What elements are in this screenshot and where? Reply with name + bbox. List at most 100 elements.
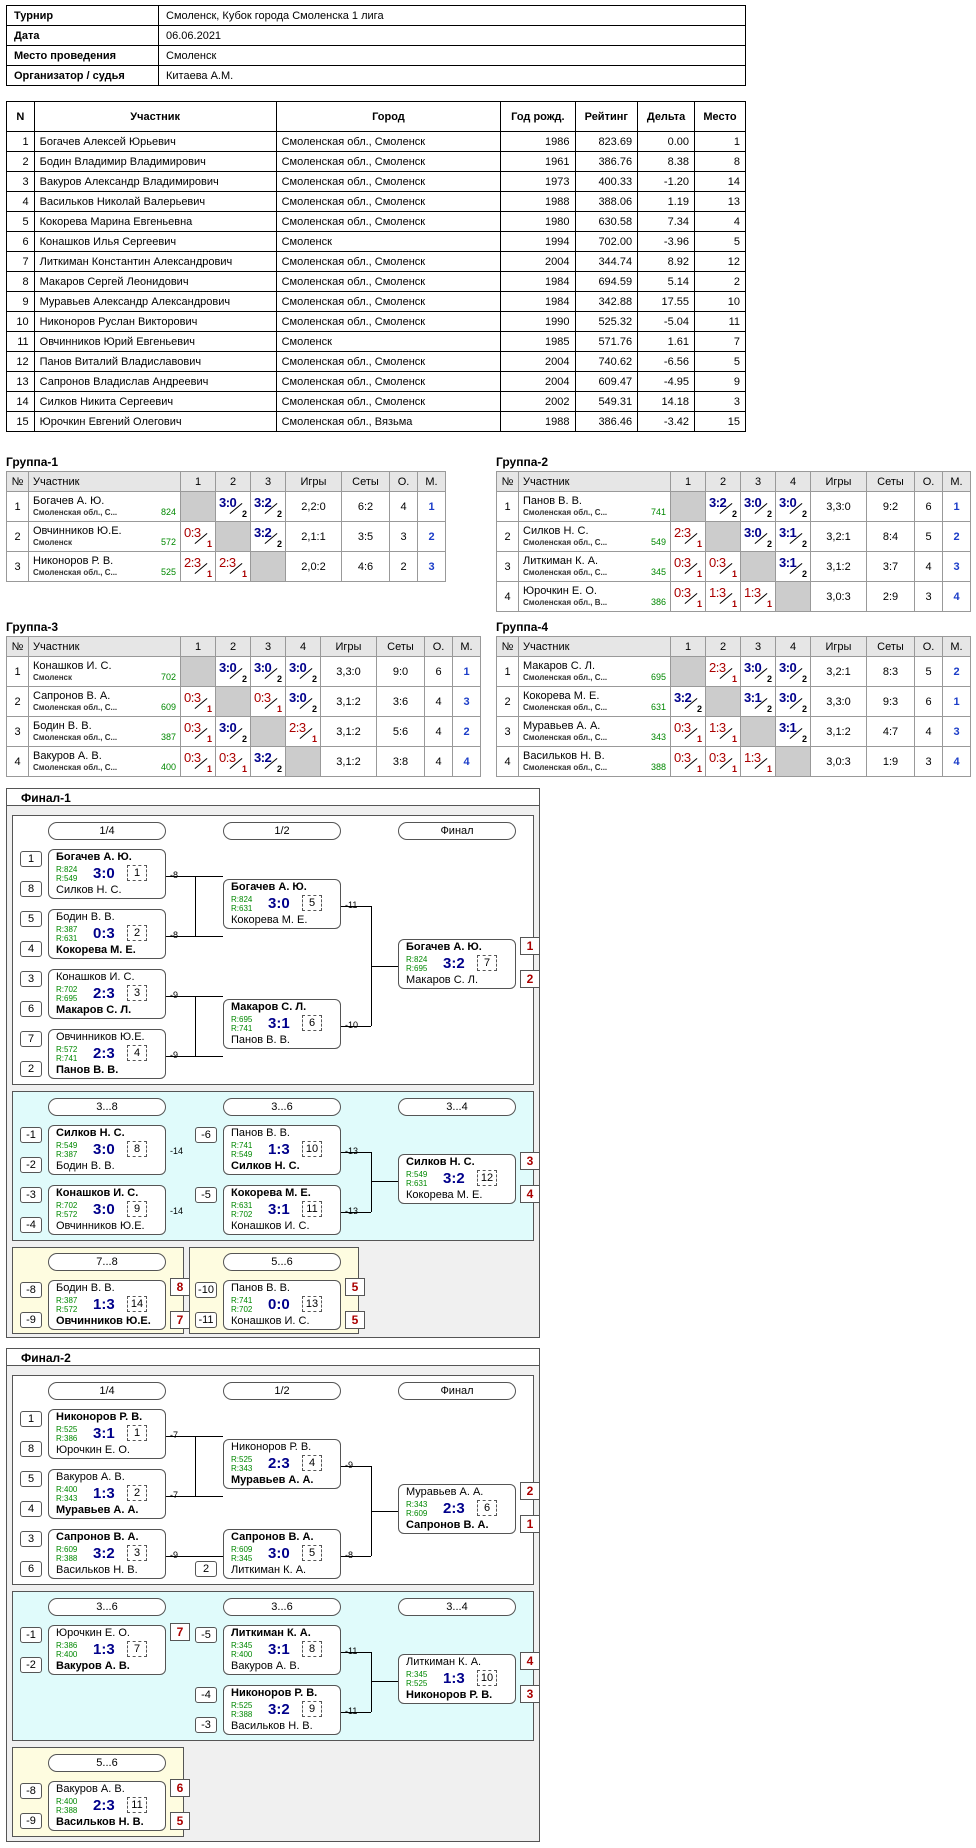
player2-rating: R:572 — [56, 1305, 78, 1314]
match-box: Панов В. В. R:741 R:549 1:3 10 Силков Н. С. — [223, 1125, 341, 1175]
group-row: 4 Юрочкин Е. О. Смоленская обл., В... 386 0:… — [496, 581, 971, 612]
match-score: 1:3 — [93, 1485, 115, 1502]
match-number: 7 — [127, 1641, 147, 1657]
player1-rating: R:824 — [231, 895, 253, 904]
match-player2: Вакуров А. В. — [56, 1660, 130, 1672]
match-points: 2 — [311, 704, 317, 714]
match-score: 3:0 — [219, 720, 237, 735]
player1-rating: R:400 — [56, 1797, 78, 1806]
match-points: 2 — [766, 704, 772, 714]
bracket-line — [195, 1436, 196, 1496]
player1-rating: R:609 — [231, 1545, 253, 1554]
player2-rating: R:631 — [406, 1179, 428, 1188]
info-value: 06.06.2021 — [158, 25, 746, 46]
player-cell: 4 — [694, 211, 746, 232]
players-table: N Участник Город Год рожд. Рейтинг Дельта Мест… — [6, 101, 746, 432]
bracket-line — [341, 1212, 371, 1213]
group-self-cell — [705, 521, 741, 552]
player-row: 10 Никоноров Руслан Викторович Смоленская … — [6, 311, 746, 332]
match-number: 10 — [477, 1670, 497, 1686]
match-score: 1:3 — [744, 585, 761, 600]
player-cell: Смоленская обл., Смоленск — [275, 251, 502, 272]
match-player1: Кокорева М. Е. — [231, 1187, 311, 1199]
group-sets: 9:2 — [866, 491, 915, 522]
player-row: 11 Овчинников Юрий Евгеньевич Смоленск 1985… — [6, 331, 746, 352]
group-row: 3 Муравьев А. А. Смоленская обл., С... 343 0… — [496, 716, 971, 747]
match-points: 1 — [311, 734, 317, 744]
group-score-cell: 3:1 2 — [775, 551, 811, 582]
group-header: М. — [942, 471, 971, 492]
player2-rating: R:386 — [56, 1434, 78, 1443]
group-table: № Участник 1 2 3 Игры Сеты О. М. 1 Богачев А. Ю. См… — [6, 471, 446, 582]
loser-destination: -9 — [170, 1550, 179, 1560]
player-row: 2 Бодин Владимир Владимирович Смоленская о… — [6, 151, 746, 172]
player-row: 6 Конашков Илья Сергеевич Смоленск 1994 702.… — [6, 231, 746, 252]
group-sets: 3:7 — [866, 551, 915, 582]
match-player1: Богачев А. Ю. — [406, 941, 482, 953]
match-box: Бодин В. В. R:387 R:631 0:3 2 Кокорева М. Е. — [48, 909, 166, 959]
participant-name: Литкиман К. А. — [523, 554, 599, 567]
match-box: Никоноров Р. В. R:525 R:386 3:1 1 Юрочкин Е. … — [48, 1409, 166, 1459]
participant-rating: 343 — [650, 732, 666, 742]
match-box: Литкиман К. А. R:345 R:400 3:1 8 Вакуров А. В… — [223, 1625, 341, 1675]
match-score: 3:0 — [219, 660, 237, 675]
player-cell: 388.06 — [574, 191, 639, 212]
player2-rating: R:400 — [56, 1650, 78, 1659]
bracket-line — [166, 1436, 223, 1437]
final-place: 5 — [345, 1278, 365, 1296]
group-header: 3 — [250, 471, 286, 492]
player2-rating: R:343 — [56, 1494, 78, 1503]
group-points: 6 — [424, 656, 453, 687]
bracket-line — [166, 876, 223, 877]
participant-name: Юрочкин Е. О. — [523, 584, 597, 597]
player-cell: 8 — [6, 271, 35, 292]
group-header: Игры — [285, 471, 342, 492]
match-box: Богачев А. Ю. R:824 R:549 3:0 1 Силков Н. С. — [48, 849, 166, 899]
group-title: Группа-3 — [6, 620, 59, 634]
round-label: 1/4 — [48, 1382, 166, 1400]
group-num: 3 — [6, 551, 29, 582]
player-cell: Смоленская обл., Смоленск — [275, 151, 502, 172]
player-cell: 1961 — [500, 151, 576, 172]
group-place: 3 — [452, 686, 481, 717]
seed-box: -6 — [195, 1127, 217, 1143]
group-header: 2 — [215, 471, 251, 492]
player-cell: Смоленская обл., Смоленск — [275, 171, 502, 192]
group-score-cell: 0:3 1 — [670, 581, 706, 612]
group-header: 3 — [740, 471, 776, 492]
player-cell: 1988 — [500, 411, 576, 432]
participant-name: Конашков И. С. — [33, 659, 112, 672]
participant-rating: 400 — [160, 762, 176, 772]
player-cell: -3.42 — [637, 411, 695, 432]
info-key: Место проведения — [6, 45, 159, 66]
group-score-cell: 0:3 1 — [180, 521, 216, 552]
match-points: 2 — [766, 674, 772, 684]
group-header: Участник — [28, 471, 181, 492]
info-key: Турнир — [6, 5, 159, 26]
match-player2: Юрочкин Е. О. — [56, 1444, 130, 1456]
match-box: Богачев А. Ю. R:824 R:631 3:0 5 Кокорева М. Е… — [223, 879, 341, 929]
player-cell: -3.96 — [637, 231, 695, 252]
group-header: Сеты — [341, 471, 390, 492]
group-header: О. — [424, 636, 453, 657]
participant-rating: 388 — [650, 762, 666, 772]
match-number: 5 — [302, 895, 322, 911]
player2-rating: R:695 — [56, 994, 78, 1003]
match-box: Силков Н. С. R:549 R:387 3:0 8 Бодин В. В. — [48, 1125, 166, 1175]
round-label: 5...6 — [223, 1253, 341, 1271]
match-score: 3:2 — [443, 1170, 465, 1187]
match-points: 2 — [801, 539, 807, 549]
group-participant: Макаров С. Л. Смоленская обл., С... 695 — [518, 656, 671, 687]
group-place: 2 — [452, 716, 481, 747]
final-place: 3 — [520, 1152, 540, 1170]
match-score: 3:2 — [674, 690, 692, 705]
group-num: 3 — [6, 716, 29, 747]
match-player1: Панов В. В. — [231, 1282, 290, 1294]
player-cell: 1985 — [500, 331, 576, 352]
group-points: 4 — [424, 686, 453, 717]
player-cell: Смоленск — [275, 231, 502, 252]
match-player1: Никоноров Р. В. — [231, 1441, 312, 1453]
group-score-cell: 0:3 1 — [705, 746, 741, 777]
player-row: 1 Богачев Алексей Юрьевич Смоленская обл.,… — [6, 131, 746, 152]
player-cell: 7 — [6, 251, 35, 272]
